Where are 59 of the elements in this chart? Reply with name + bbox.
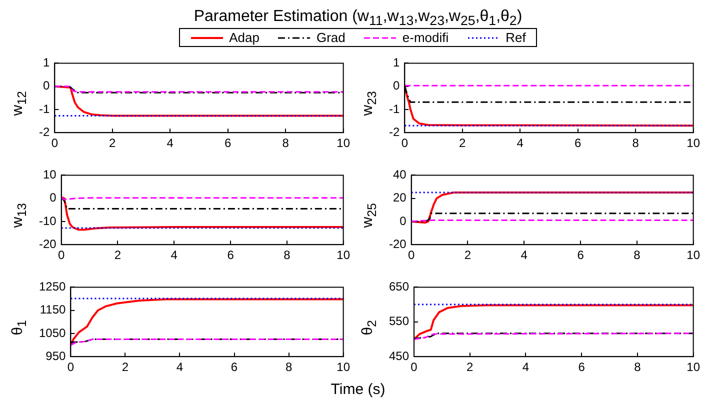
x-tick-label: 10 — [686, 360, 700, 374]
y-tick-label: 0 — [50, 190, 57, 205]
x-tick-label: 8 — [634, 360, 642, 374]
y-tick-label: 550 — [388, 314, 410, 328]
x-tick-label: 4 — [176, 360, 184, 374]
y-tick-label: 1050 — [38, 326, 66, 340]
y-tick-label: 450 — [388, 349, 410, 364]
y-tick-label: -10 — [39, 214, 57, 228]
x-tick-label: 8 — [284, 248, 291, 262]
x-tick-label: 10 — [336, 248, 350, 262]
y-tick-label: 1 — [42, 56, 50, 70]
legend-label: Ref — [506, 30, 526, 46]
x-tick-label: 8 — [285, 360, 292, 374]
legend-label: e-modifi — [402, 30, 449, 46]
y-tick-label: -1 — [389, 102, 400, 116]
legend-label: Grad — [316, 30, 346, 46]
legend-label: Adap — [229, 30, 260, 46]
x-tick-label: 6 — [224, 136, 232, 150]
x-tick-label: 6 — [578, 360, 586, 374]
x-tick-label: 10 — [336, 360, 350, 374]
x-tick-label: 2 — [114, 248, 122, 262]
x-tick-label: 2 — [466, 360, 474, 374]
x-tick-label: 2 — [459, 136, 466, 150]
x-tick-label: 8 — [632, 136, 640, 150]
x-tick-label: 6 — [577, 248, 584, 262]
x-tick-label: 2 — [122, 360, 129, 374]
x-tick-label: 10 — [686, 136, 700, 150]
y-tick-label: 650 — [388, 280, 410, 294]
x-tick-label: 4 — [522, 360, 530, 374]
x-tick-label: 6 — [227, 248, 234, 262]
x-tick-label: 10 — [686, 248, 700, 262]
chart-title: Parameter Estimation (w$_{11}$,w$_{13}$,w$_{23}$,w$_{25}$,θ$_{1}$,θ$_{2}$) — [194, 8, 522, 28]
y-tick-label: -20 — [389, 237, 407, 252]
y-tick-label: 1250 — [38, 280, 66, 294]
y-tick-label: 0 — [42, 78, 50, 93]
x-tick-label: 8 — [634, 248, 641, 262]
y-tick-label: -20 — [39, 237, 57, 252]
x-tick-label: 4 — [520, 248, 528, 262]
x-tick-label: 2 — [464, 248, 472, 262]
y-tick-label: 20 — [392, 190, 407, 205]
x-tick-label: 10 — [336, 136, 350, 150]
y-tick-label: 1 — [392, 56, 400, 70]
y-tick-label: 0 — [392, 78, 400, 93]
y-tick-label: -2 — [39, 125, 50, 140]
y-tick-label: 0 — [400, 214, 407, 228]
x-tick-label: 2 — [109, 136, 116, 150]
x-tick-label: 6 — [230, 360, 238, 374]
x-tick-label: 6 — [574, 136, 582, 150]
y-tick-label: 40 — [392, 168, 407, 182]
y-tick-label: -1 — [39, 102, 50, 116]
y-tick-label: 10 — [42, 168, 57, 182]
x-tick-label: 4 — [516, 136, 524, 150]
y-tick-label: 950 — [46, 349, 66, 364]
y-tick-label: 1150 — [40, 302, 66, 317]
x-axis-title: Time (s) — [330, 381, 386, 398]
x-tick-label: 4 — [166, 136, 174, 150]
y-tick-label: -2 — [389, 125, 400, 140]
x-tick-label: 8 — [282, 136, 290, 150]
x-tick-label: 4 — [170, 248, 178, 262]
